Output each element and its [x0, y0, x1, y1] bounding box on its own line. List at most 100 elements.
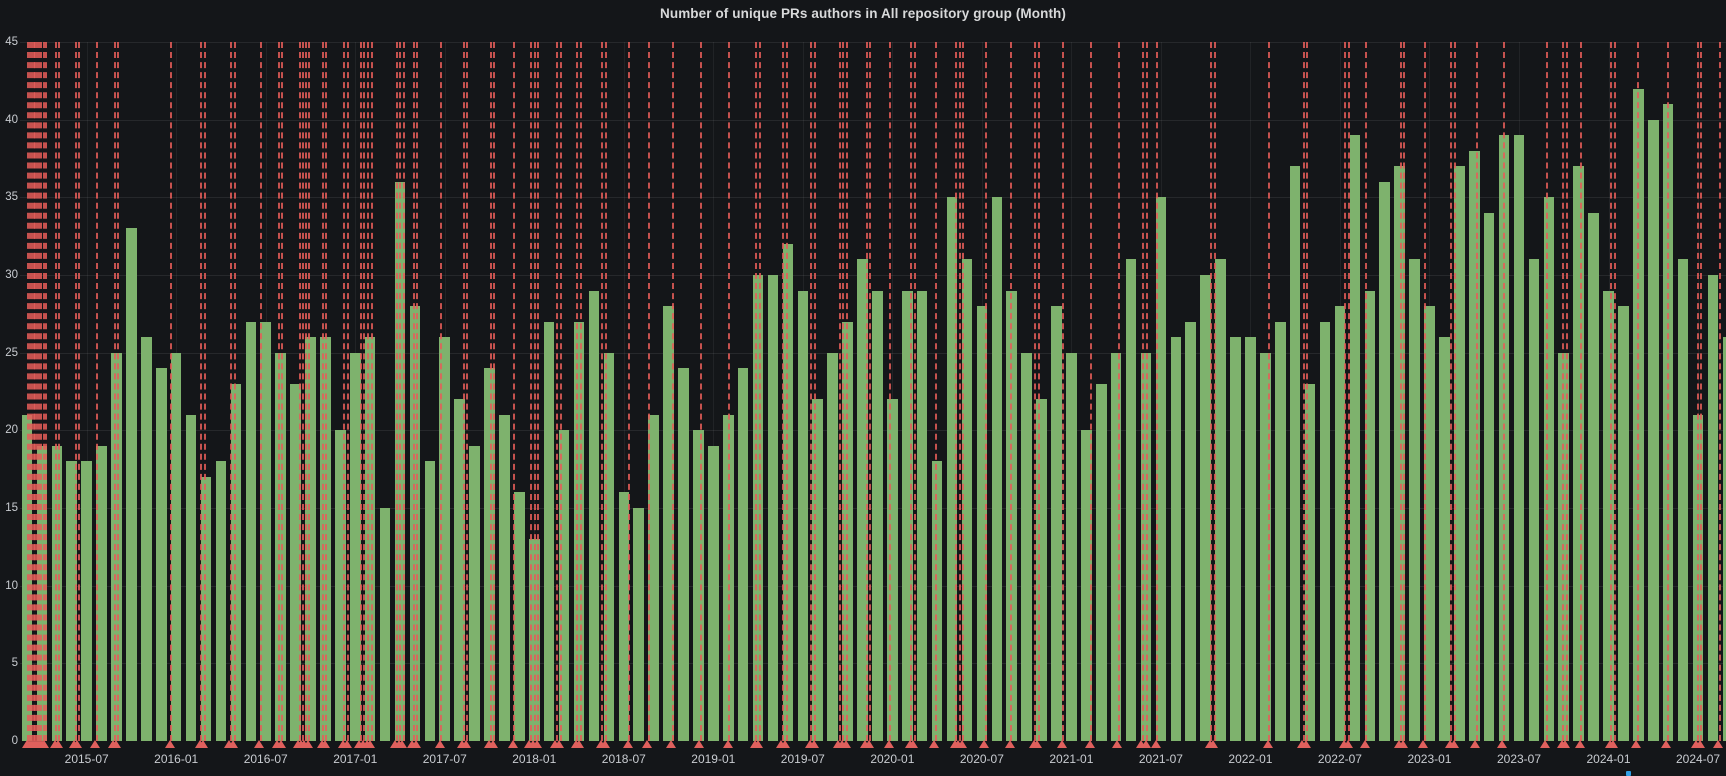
bar-2018-03[interactable] — [558, 430, 570, 741]
bar-2022-04[interactable] — [1289, 166, 1301, 741]
annotation-marker-72[interactable] — [863, 740, 874, 748]
annotation-marker-114[interactable] — [1694, 740, 1705, 748]
bar-2020-02[interactable] — [901, 290, 913, 741]
bar-2017-09[interactable] — [469, 445, 480, 741]
bar-2018-07[interactable] — [618, 492, 630, 741]
bar-2023-02[interactable] — [1439, 337, 1450, 741]
bar-2022-03[interactable] — [1274, 321, 1286, 741]
annotation-marker-81[interactable] — [1004, 740, 1015, 748]
annotation-marker-88[interactable] — [1140, 740, 1151, 748]
bar-2017-05[interactable] — [409, 306, 421, 741]
bar-2018-02[interactable] — [543, 321, 555, 741]
bar-2021-08[interactable] — [1170, 337, 1182, 741]
annotation-marker-36[interactable] — [365, 740, 376, 748]
annotation-marker-75[interactable] — [908, 740, 919, 748]
annotation-marker-104[interactable] — [1497, 740, 1508, 748]
bar-2019-04[interactable] — [752, 275, 764, 741]
annotation-marker-105[interactable] — [1540, 740, 1551, 748]
annotation-marker-50[interactable] — [531, 740, 542, 748]
bar-2023-05[interactable] — [1483, 212, 1495, 741]
bar-2015-11[interactable] — [141, 337, 152, 741]
annotation-marker-70[interactable] — [840, 740, 851, 748]
bar-2019-06[interactable] — [782, 243, 794, 741]
annotation-marker-28[interactable] — [302, 740, 313, 748]
annotation-marker-14[interactable] — [90, 740, 101, 748]
annotation-marker-11[interactable] — [52, 740, 63, 748]
bar-2016-10[interactable] — [305, 337, 316, 741]
annotation-marker-85[interactable] — [1084, 740, 1095, 748]
bar-2019-03[interactable] — [737, 368, 749, 741]
annotation-marker-13[interactable] — [72, 740, 83, 748]
annotation-marker-17[interactable] — [164, 740, 175, 748]
bar-2020-07[interactable] — [976, 306, 988, 741]
bar-2021-03[interactable] — [1095, 383, 1107, 741]
bar-2022-12[interactable] — [1409, 259, 1420, 741]
bar-2020-10[interactable] — [1021, 352, 1032, 741]
annotation-marker-54[interactable] — [574, 740, 585, 748]
bar-2023-11[interactable] — [1573, 166, 1584, 741]
bar-2022-10[interactable] — [1379, 181, 1390, 741]
annotation-marker-59[interactable] — [666, 740, 677, 748]
bar-2021-02[interactable] — [1081, 430, 1092, 741]
bar-2021-12[interactable] — [1230, 337, 1241, 741]
bar-2023-09[interactable] — [1543, 197, 1555, 741]
bar-2024-08[interactable] — [1707, 275, 1719, 741]
bar-2015-10[interactable] — [126, 228, 137, 741]
bar-2015-08[interactable] — [96, 445, 107, 741]
annotation-marker-92[interactable] — [1262, 740, 1273, 748]
bar-2019-01[interactable] — [708, 445, 719, 741]
bar-2024-04[interactable] — [1647, 119, 1659, 741]
annotation-marker-96[interactable] — [1342, 740, 1353, 748]
annotation-marker-94[interactable] — [1300, 740, 1311, 748]
annotation-marker-47[interactable] — [507, 740, 518, 748]
annotation-marker-79[interactable] — [956, 740, 967, 748]
bar-2023-01[interactable] — [1424, 306, 1435, 741]
annotation-marker-61[interactable] — [722, 740, 733, 748]
bar-2020-08[interactable] — [991, 197, 1003, 741]
annotation-marker-56[interactable] — [599, 740, 610, 748]
bar-2016-01[interactable] — [170, 352, 182, 741]
annotation-marker-107[interactable] — [1560, 740, 1571, 748]
annotation-marker-84[interactable] — [1056, 740, 1067, 748]
bar-2017-08[interactable] — [454, 399, 465, 741]
bar-2020-12[interactable] — [1051, 306, 1062, 741]
bar-2019-05[interactable] — [767, 275, 779, 741]
annotation-marker-99[interactable] — [1397, 740, 1408, 748]
bar-2019-08[interactable] — [812, 399, 824, 741]
bar-2016-05[interactable] — [230, 383, 242, 741]
bar-2021-01[interactable] — [1066, 352, 1077, 741]
bar-2016-12[interactable] — [335, 430, 346, 741]
bar-2023-03[interactable] — [1454, 166, 1465, 741]
bar-2018-05[interactable] — [588, 290, 600, 741]
bar-2017-11[interactable] — [499, 414, 510, 741]
annotation-marker-73[interactable] — [883, 740, 894, 748]
bar-2019-11[interactable] — [857, 259, 868, 741]
annotation-marker-60[interactable] — [694, 740, 705, 748]
bar-2022-01[interactable] — [1245, 337, 1256, 741]
bar-2022-02[interactable] — [1260, 352, 1271, 741]
bar-2015-03[interactable] — [21, 414, 33, 741]
bar-2020-04[interactable] — [931, 461, 943, 741]
annotation-marker-80[interactable] — [979, 740, 990, 748]
annotation-marker-57[interactable] — [622, 740, 633, 748]
annotation-marker-52[interactable] — [554, 740, 565, 748]
annotation-marker-21[interactable] — [228, 740, 239, 748]
annotation-marker-67[interactable] — [808, 740, 819, 748]
bar-2021-07[interactable] — [1155, 197, 1167, 741]
bar-2018-12[interactable] — [693, 430, 704, 741]
bar-2015-06[interactable] — [66, 461, 78, 741]
bar-2024-02[interactable] — [1618, 306, 1629, 741]
bar-2015-12[interactable] — [155, 368, 167, 741]
bar-2023-07[interactable] — [1513, 135, 1525, 741]
bar-2021-06[interactable] — [1140, 352, 1152, 741]
annotation-marker-100[interactable] — [1418, 740, 1428, 748]
annotation-marker-9[interactable] — [39, 740, 50, 748]
annotation-marker-97[interactable] — [1359, 740, 1370, 748]
annotation-marker-24[interactable] — [275, 740, 286, 748]
annotation-marker-16[interactable] — [111, 740, 122, 748]
annotation-marker-22[interactable] — [254, 740, 265, 748]
bar-2016-08[interactable] — [275, 352, 286, 741]
bar-2023-08[interactable] — [1528, 259, 1540, 741]
bar-2017-01[interactable] — [349, 352, 361, 741]
annotation-marker-58[interactable] — [642, 740, 653, 748]
